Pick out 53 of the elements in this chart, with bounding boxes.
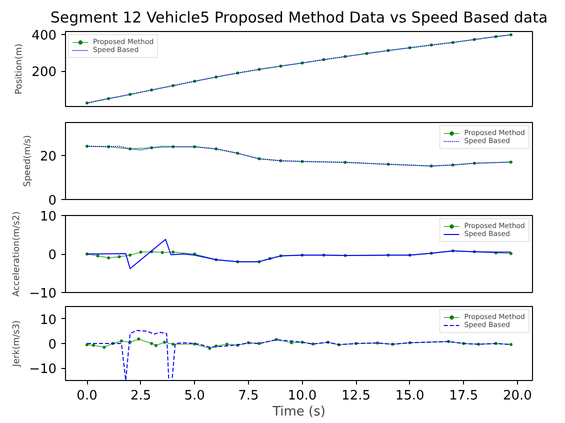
x-tick-label: 15.0	[395, 388, 424, 404]
y-tick-label: −10	[29, 362, 57, 378]
point	[509, 160, 512, 164]
point	[118, 255, 121, 258]
y-tick-label: 10	[40, 210, 57, 224]
x-tick-label: 12.5	[342, 388, 371, 404]
x-axis-title: Time (s)	[272, 404, 326, 420]
point	[128, 147, 132, 150]
point	[150, 342, 154, 345]
point	[139, 250, 142, 254]
point	[172, 342, 175, 346]
x-tick-label: 7.5	[238, 388, 259, 404]
point	[96, 254, 100, 258]
point	[451, 163, 454, 166]
point	[258, 157, 261, 160]
point	[509, 252, 512, 256]
x-tick-label: 10.0	[288, 388, 317, 404]
point	[344, 160, 347, 164]
y-tick-label: 10	[40, 312, 57, 328]
point	[193, 145, 196, 148]
y-tick-label: 0	[48, 338, 57, 352]
point	[290, 341, 293, 344]
chart-title: Segment 12 Vehicle5 Proposed Method Data vs Speed Based data	[50, 8, 548, 26]
y-axis-title: Speed(m/s)	[22, 135, 33, 187]
line-series	[86, 330, 512, 380]
x-tick-label: 0.0	[76, 388, 98, 404]
point	[494, 342, 498, 345]
point	[160, 250, 164, 254]
x-tick-label: 17.5	[449, 388, 478, 404]
point	[193, 252, 196, 256]
point	[86, 252, 89, 256]
y-axis-title: Acceleration(m/s2)	[12, 211, 22, 297]
line-series	[86, 238, 512, 270]
point	[102, 346, 106, 349]
x-tick-label: 20.0	[502, 388, 532, 404]
y-tick-label: 20	[40, 150, 57, 164]
y-tick-label: 400	[32, 28, 57, 44]
point	[137, 338, 140, 341]
point	[214, 147, 218, 150]
y-axis-title: Jerk(m/s3)	[12, 320, 22, 368]
point	[172, 145, 175, 148]
x-tick-label: 2.5	[130, 388, 152, 404]
point	[172, 250, 175, 254]
point	[430, 164, 433, 168]
y-tick-label: 0	[48, 248, 57, 263]
point	[107, 256, 110, 260]
point	[258, 342, 261, 345]
y-axis-title: Position(m)	[14, 44, 25, 94]
y-tick-label: −10	[29, 286, 57, 302]
y-tick-label: 200	[32, 65, 57, 80]
point	[225, 342, 228, 346]
x-tick-label: 5.0	[184, 388, 205, 404]
y-tick-label: 0	[48, 194, 57, 208]
